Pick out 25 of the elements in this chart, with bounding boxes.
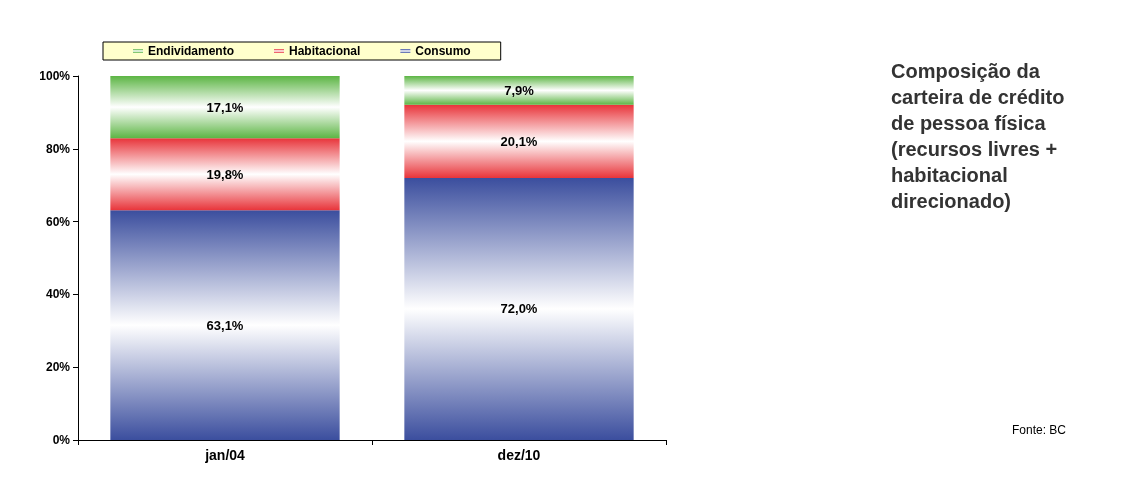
data-label: 63,1%	[206, 317, 244, 333]
bar	[404, 177, 634, 440]
y-tick-label: 100%	[39, 69, 71, 83]
legend-label: Habitacional	[289, 44, 361, 58]
y-tick-label: 20%	[45, 360, 71, 375]
data-label: 17,1%	[206, 99, 244, 115]
data-label: 7,9%	[504, 82, 535, 98]
y-tick-label: 0%	[52, 433, 71, 447]
data-label: 19,8%	[206, 166, 244, 182]
bar	[110, 210, 340, 440]
legend-label: Endividamento	[148, 44, 235, 58]
bar	[404, 76, 634, 105]
bar	[404, 104, 634, 178]
source-note: Fonte: BC	[1011, 423, 1067, 437]
y-tick-label: 60%	[45, 214, 71, 229]
y-tick-label: 80%	[45, 141, 71, 156]
y-tick-label: 40%	[45, 287, 71, 302]
text: Composição da carteira de crédito de pessoa física (recursos livres + habitacional direcionado)	[891, 60, 1070, 212]
bar	[110, 76, 340, 139]
x-tick-label: dez/10	[497, 447, 541, 463]
bar	[110, 138, 340, 211]
x-tick-label: jan/04	[204, 447, 246, 463]
legend-label: Consumo	[415, 44, 471, 58]
data-label: 20,1%	[500, 133, 538, 149]
data-label: 72,0%	[500, 301, 538, 317]
